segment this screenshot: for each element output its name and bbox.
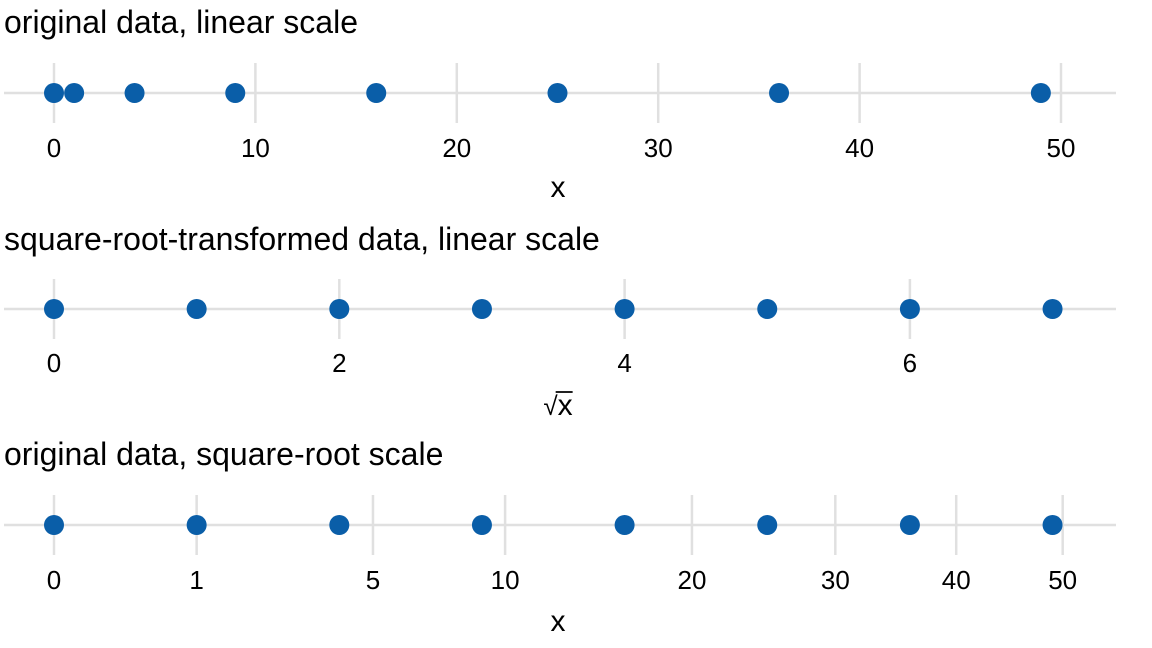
data-point <box>366 83 387 103</box>
panel-1-tick-labels: 0 10 20 30 40 50 <box>47 133 1076 163</box>
data-point <box>124 83 145 103</box>
tick-label: 2 <box>332 348 346 378</box>
tick-label: 0 <box>47 348 61 378</box>
tick-label: 10 <box>241 133 270 163</box>
tick-label: 5 <box>366 565 380 595</box>
panel-2-x-axis-title: √x <box>543 389 572 422</box>
panel-2: square-root-transformed data, linear sca… <box>4 221 1116 422</box>
data-point <box>1030 83 1051 103</box>
panel-1-title: original data, linear scale <box>4 4 358 40</box>
tick-label: 6 <box>903 348 917 378</box>
data-point <box>64 83 85 103</box>
data-point <box>757 515 778 535</box>
data-point <box>329 515 350 535</box>
data-point <box>769 83 790 103</box>
tick-label: 40 <box>942 565 971 595</box>
data-point <box>547 83 568 103</box>
tick-label: 20 <box>442 133 471 163</box>
tick-label: 0 <box>47 565 61 595</box>
data-point <box>44 83 64 103</box>
tick-label: 1 <box>189 565 203 595</box>
tick-label: 50 <box>1047 133 1076 163</box>
tick-label: 20 <box>677 565 706 595</box>
data-point <box>614 299 635 319</box>
panel-3: original data, square-root scale 0 1 5 10 20… <box>4 436 1116 638</box>
tick-label: 10 <box>491 565 520 595</box>
data-point <box>44 515 64 535</box>
panel-2-title: square-root-transformed data, linear sca… <box>4 221 600 257</box>
tick-label: 0 <box>47 133 61 163</box>
data-point <box>44 299 64 319</box>
data-point <box>899 515 920 535</box>
panel-2-points <box>44 299 1063 319</box>
data-point <box>757 299 778 319</box>
data-point <box>1042 515 1063 535</box>
panel-1: original data, linear scale 0 10 20 30 40 50 … <box>4 4 1116 204</box>
panel-1-points <box>44 83 1051 103</box>
data-point <box>899 299 920 319</box>
panel-3-points <box>44 515 1063 535</box>
panel-3-tick-labels: 0 1 5 10 20 30 40 50 <box>47 565 1077 595</box>
panel-1-x-axis-title: x <box>551 171 566 204</box>
panel-3-x-axis-title: x <box>551 605 566 638</box>
data-point <box>471 515 492 535</box>
data-point <box>186 299 207 319</box>
tick-label: 4 <box>617 348 631 378</box>
data-point <box>186 515 207 535</box>
panel-2-tick-labels: 0 2 4 6 <box>47 348 917 378</box>
data-point <box>225 83 246 103</box>
data-point <box>329 299 350 319</box>
panel-3-title: original data, square-root scale <box>4 436 443 472</box>
tick-label: 30 <box>821 565 850 595</box>
tick-label: 50 <box>1048 565 1077 595</box>
data-point <box>614 515 635 535</box>
tick-label: 30 <box>644 133 673 163</box>
data-point <box>1042 299 1063 319</box>
data-point <box>471 299 492 319</box>
tick-label: 40 <box>845 133 874 163</box>
